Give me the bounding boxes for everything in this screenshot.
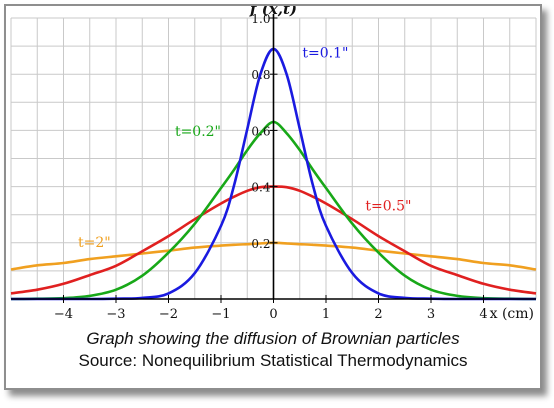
x-tick-label: −3 xyxy=(106,307,125,322)
x-tick-label: −4 xyxy=(54,307,73,322)
brownian-diffusion-chart: −4 −3 −2 −1 0 1 2 3 4 0.2 0.4 0.6 0.8 1.0f (x,t) x (cm… xyxy=(10,6,537,322)
y-tick-label: 0.2 xyxy=(251,237,270,251)
series-label-2: t=0.5" xyxy=(365,198,411,214)
axes xyxy=(11,14,536,303)
y-axis-label: f (x,t) xyxy=(249,6,297,18)
x-tick-label: 1 xyxy=(322,307,330,322)
x-tick-label: 0 xyxy=(269,307,277,322)
y-tick-label: 0.6 xyxy=(251,124,270,138)
figure-frame: −4 −3 −2 −1 0 1 2 3 4 0.2 0.4 0.6 0.8 1.0 f (x,t) x (cm… xyxy=(4,4,542,390)
series-label-1: t=0.2" xyxy=(175,124,221,140)
caption-title: Graph showing the diffusion of Brownian … xyxy=(86,329,460,348)
y-tick-label: 0.4 xyxy=(251,181,270,195)
y-tick-label: 0.8 xyxy=(251,68,270,82)
series-labels: t=0.1" t=0.2" t=0.5" t=2" xyxy=(78,45,411,251)
x-tick-label: 2 xyxy=(374,307,382,322)
x-tick-label: 4 xyxy=(479,307,487,322)
series-label-3: t=2" xyxy=(78,235,111,251)
caption-source: Source: Nonequilibrium Statistical Therm… xyxy=(78,351,468,370)
x-tick-label: 3 xyxy=(427,307,435,322)
y-tick-label: 1.0 xyxy=(251,12,270,26)
tick-labels: −4 −3 −2 −1 0 1 2 3 4 0.2 0.4 0.6 0.8 1.0f (x,t) x (cm… xyxy=(54,6,534,322)
x-axis-label: x (cm) xyxy=(490,306,534,322)
series-label-0: t=0.1" xyxy=(302,45,348,61)
x-tick-label: −1 xyxy=(211,307,230,322)
x-tick-label: −2 xyxy=(159,307,178,322)
